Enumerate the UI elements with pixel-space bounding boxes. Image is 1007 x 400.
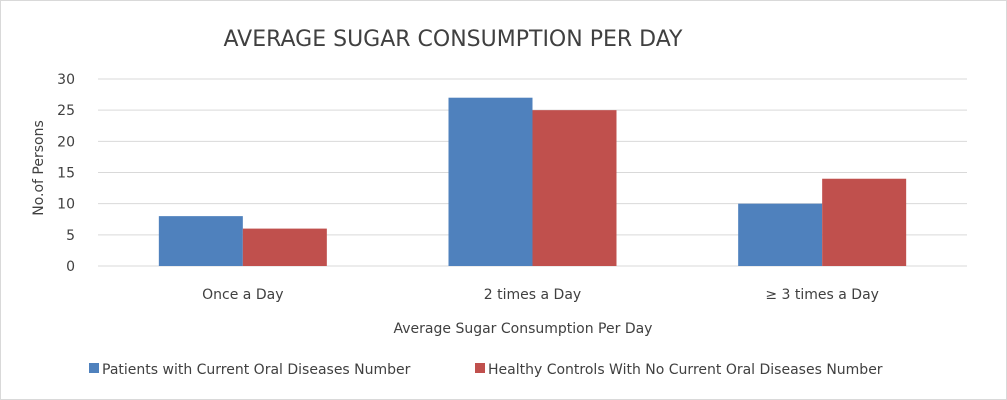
x-tick-label: Once a Day (202, 287, 283, 303)
y-tick-label: 10 (57, 197, 75, 213)
x-axis-title: Average Sugar Consumption Per Day (394, 321, 653, 337)
x-tick-label: 2 times a Day (484, 287, 581, 303)
bar (448, 97, 533, 266)
bar (242, 228, 327, 266)
y-tick-label: 25 (57, 103, 75, 119)
y-tick-label: 15 (57, 166, 75, 182)
x-axis-ticks: Once a Day 2 times a Day ≥ 3 times a Day (202, 287, 879, 303)
bar (822, 178, 907, 266)
y-axis-title: No.of Persons (31, 120, 47, 216)
bar (738, 203, 823, 266)
bar (532, 110, 617, 267)
legend: Patients with Current Oral Diseases Numb… (89, 362, 883, 378)
y-tick-label: 20 (57, 134, 75, 150)
chart-title: AVERAGE SUGAR CONSUMPTION PER DAY (224, 27, 684, 52)
x-tick-label: ≥ 3 times a Day (765, 287, 879, 303)
legend-swatch (475, 363, 485, 373)
legend-label: Patients with Current Oral Diseases Numb… (102, 362, 411, 378)
y-tick-label: 0 (66, 259, 75, 275)
legend-label: Healthy Controls With No Current Oral Di… (488, 362, 883, 378)
legend-swatch (89, 363, 99, 373)
bars (158, 97, 907, 267)
y-tick-label: 5 (66, 228, 75, 244)
y-tick-label: 30 (57, 72, 75, 88)
y-axis-ticks: 0 5 10 15 20 25 30 (57, 72, 75, 275)
bar (158, 216, 243, 266)
